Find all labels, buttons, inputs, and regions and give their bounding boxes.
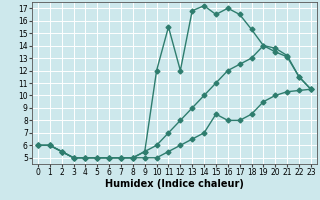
X-axis label: Humidex (Indice chaleur): Humidex (Indice chaleur) [105,179,244,189]
